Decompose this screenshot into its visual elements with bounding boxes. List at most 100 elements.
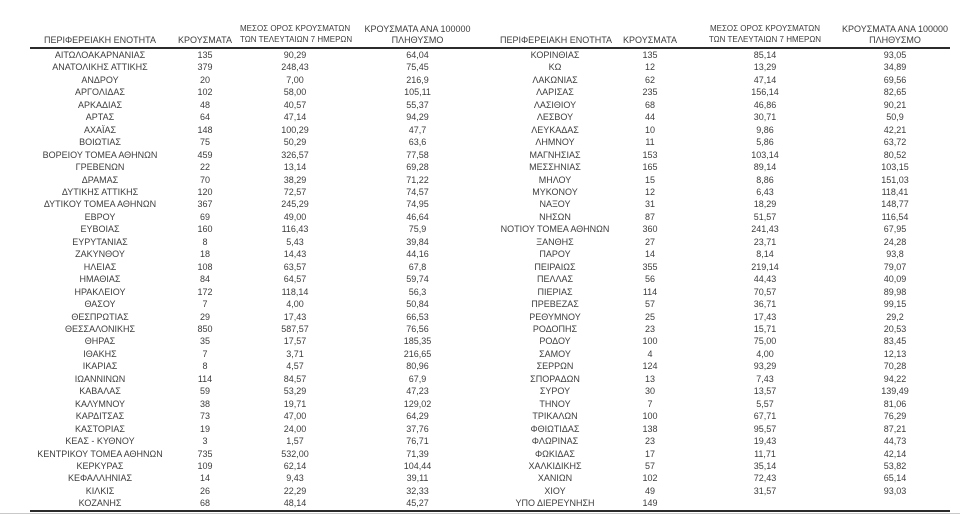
cell-per100k: 45,27 bbox=[350, 497, 485, 512]
column-gap-spacer bbox=[485, 161, 500, 173]
cell-avg7: 95,57 bbox=[753, 423, 777, 434]
cell-region-name: ΠΑΡΟΥ bbox=[539, 249, 571, 260]
header-cases-left: ΚΡΟΥΣΜΑΤΑ bbox=[170, 13, 240, 49]
cell-region-name: ΣΠΟΡΑΔΩΝ bbox=[530, 373, 580, 384]
cell-avg7: 89,14 bbox=[753, 162, 777, 173]
cell-per100k: 81,06 bbox=[883, 398, 907, 409]
cell-per100k: 53,82 bbox=[883, 460, 907, 471]
cell-per100k: 12,13 bbox=[883, 348, 907, 359]
cell-region-name: ΑΝΔΡΟΥ bbox=[81, 74, 119, 85]
cell-region-name: ΦΛΩΡΙΝΑΣ bbox=[531, 436, 579, 447]
cell-avg7: 18,29 bbox=[753, 199, 777, 210]
cell-cases: 148 bbox=[197, 124, 213, 135]
column-gap-spacer bbox=[485, 385, 500, 397]
cell-avg7: 90,29 bbox=[283, 50, 307, 60]
cell-per100k: 39,11 bbox=[406, 473, 429, 484]
table-row: ΔΥΤΙΚΟΥ ΤΟΜΕΑ ΑΘΗΝΩΝ 367 245,29 74,95 ΝΑΞΟΥ 3… bbox=[30, 198, 950, 210]
cell-avg7: 31,57 bbox=[753, 485, 777, 496]
cell-region-name: ΞΑΝΘΗΣ bbox=[536, 236, 574, 247]
cell-cases: 10 bbox=[644, 124, 655, 135]
cell-region-name: ΘΑΣΟΥ bbox=[84, 299, 116, 310]
cell-cases: 26 bbox=[199, 485, 210, 496]
cell-region-name: ΕΥΒΟΙΑΣ bbox=[80, 224, 120, 235]
table-row: ΕΥΡΥΤΑΝΙΑΣ 8 5,43 39,84 ΞΑΝΘΗΣ 27 23,71 24,28 bbox=[30, 236, 950, 248]
cell-per100k: 216,9 bbox=[406, 74, 429, 85]
column-gap-spacer bbox=[485, 298, 500, 310]
cell-cases: 18 bbox=[199, 249, 210, 260]
column-gap-spacer bbox=[485, 360, 500, 372]
cell-avg7: 5,43 bbox=[286, 236, 304, 247]
column-gap-spacer bbox=[485, 86, 500, 98]
table-row: ΒΟΡΕΙΟΥ ΤΟΜΕΑ ΑΘΗΝΩΝ 459 326,57 77,58 ΜΑΓΝΗΣ… bbox=[30, 149, 950, 161]
cell-region-name: ΧΑΝΙΩΝ bbox=[537, 473, 573, 484]
table-row: ΑΧΑΪΑΣ 148 100,29 47,7 ΛΕΥΚΑΔΑΣ 10 9,86 42,21 bbox=[30, 124, 950, 136]
cell-region-name: ΘΕΣΠΡΩΤΙΑΣ bbox=[71, 311, 129, 322]
column-gap-spacer bbox=[485, 248, 500, 260]
column-gap-spacer bbox=[485, 410, 500, 422]
cell-cases: 27 bbox=[644, 236, 655, 247]
header-avg7-right-line2: ΤΩΝ ΤΕΛΕΥΤΑΙΩΝ 7 ΗΜΕΡΩΝ bbox=[708, 34, 822, 44]
cell-per100k: 87,21 bbox=[883, 423, 907, 434]
cell-per100k: 116,54 bbox=[881, 211, 909, 222]
cell-cases: 850 bbox=[197, 323, 213, 334]
cell-cases: 135 bbox=[642, 50, 658, 60]
cell-avg7: 14,43 bbox=[283, 249, 307, 260]
cell-cases: 49 bbox=[644, 485, 655, 496]
cell-region-name: ΚΕΡΚΥΡΑΣ bbox=[76, 460, 124, 471]
cell-per100k: 40,09 bbox=[883, 274, 907, 285]
header-cases-right: ΚΡΟΥΣΜΑΤΑ bbox=[610, 13, 690, 49]
cell-region-name: ΡΟΔΟΥ bbox=[539, 336, 571, 347]
cell-per100k: 67,8 bbox=[408, 261, 427, 272]
cell-avg7: 93,29 bbox=[753, 361, 777, 372]
column-gap-spacer bbox=[485, 335, 500, 347]
cell-cases: 25 bbox=[644, 311, 655, 322]
cell-region-name: ΔΥΤΙΚΟΥ ΤΟΜΕΑ ΑΘΗΝΩΝ bbox=[43, 199, 157, 210]
cell-per100k: 74,95 bbox=[406, 199, 429, 210]
cell-avg7: 47,14 bbox=[283, 112, 307, 123]
table-row: ΒΟΙΩΤΙΑΣ 75 50,29 63,6 ΛΗΜΝΟΥ 11 5,86 63,72 bbox=[30, 136, 950, 148]
cell-per100k bbox=[840, 497, 950, 512]
table-row: ΗΜΑΘΙΑΣ 84 64,57 59,74 ΠΕΛΛΑΣ 56 44,43 40,09 bbox=[30, 273, 950, 285]
cell-avg7: 7,00 bbox=[286, 74, 304, 85]
cell-cases: 160 bbox=[197, 224, 213, 235]
cell-cases: 17 bbox=[644, 448, 655, 459]
cell-per100k: 151,03 bbox=[881, 174, 909, 185]
cell-cases: 23 bbox=[644, 436, 655, 447]
cell-per100k: 129,02 bbox=[403, 398, 432, 409]
cell-region-name: ΚΑΒΑΛΑΣ bbox=[79, 386, 121, 397]
cell-avg7: 23,71 bbox=[753, 236, 777, 247]
header-region-right: ΠΕΡΙΦΕΡΕΙΑΚΗ ΕΝΟΤΗΤΑ bbox=[500, 13, 612, 49]
cell-cases: 153 bbox=[642, 149, 658, 160]
column-gap-spacer bbox=[485, 311, 500, 323]
cell-cases: 12 bbox=[644, 62, 655, 73]
cell-region-name: ΑΡΤΑΣ bbox=[85, 112, 115, 123]
cell-cases: 100 bbox=[642, 336, 658, 347]
cell-avg7: 1,57 bbox=[286, 436, 304, 447]
cell-per100k: 216,65 bbox=[403, 348, 432, 359]
cell-per100k: 104,44 bbox=[403, 460, 432, 471]
cell-region-name: ΜΑΓΝΗΣΙΑΣ bbox=[529, 149, 581, 160]
cell-avg7: 5,57 bbox=[756, 398, 774, 409]
column-gap-spacer bbox=[485, 99, 500, 111]
cell-region-name: ΛΕΣΒΟΥ bbox=[536, 112, 574, 123]
cell-per100k: 105,11 bbox=[404, 87, 431, 98]
cell-avg7: 47,14 bbox=[753, 74, 777, 85]
cell-cases: 38 bbox=[199, 398, 210, 409]
cell-region-name: ΝΑΞΟΥ bbox=[539, 199, 571, 210]
cell-per100k: 118,41 bbox=[881, 186, 909, 197]
cell-region-name: ΠΕΛΛΑΣ bbox=[536, 274, 574, 285]
table-row: ΚΑΛΥΜΝΟΥ 38 19,71 129,02 ΤΗΝΟΥ 7 5,57 81,06 bbox=[30, 398, 950, 410]
column-gap-spacer bbox=[485, 211, 500, 223]
header-avg7-left-line1: ΜΕΣΟΣ ΟΡΟΣ ΚΡΟΥΣΜΑΤΩΝ bbox=[240, 24, 351, 33]
cell-per100k: 34,89 bbox=[883, 62, 907, 73]
cell-cases: 172 bbox=[197, 286, 213, 297]
cell-per100k: 69,28 bbox=[406, 162, 429, 173]
cell-region-name: ΔΡΑΜΑΣ bbox=[81, 174, 119, 185]
cell-region-name: ΣΕΡΡΩΝ bbox=[536, 361, 574, 372]
cell-region-name: ΛΑΡΙΣΑΣ bbox=[536, 87, 574, 98]
cell-region-name: ΣΑΜΟΥ bbox=[539, 348, 571, 359]
cell-cases: 59 bbox=[199, 386, 210, 397]
cell-per100k: 94,22 bbox=[883, 373, 907, 384]
cell-cases: 7 bbox=[647, 398, 653, 409]
cell-per100k: 50,84 bbox=[406, 299, 429, 310]
